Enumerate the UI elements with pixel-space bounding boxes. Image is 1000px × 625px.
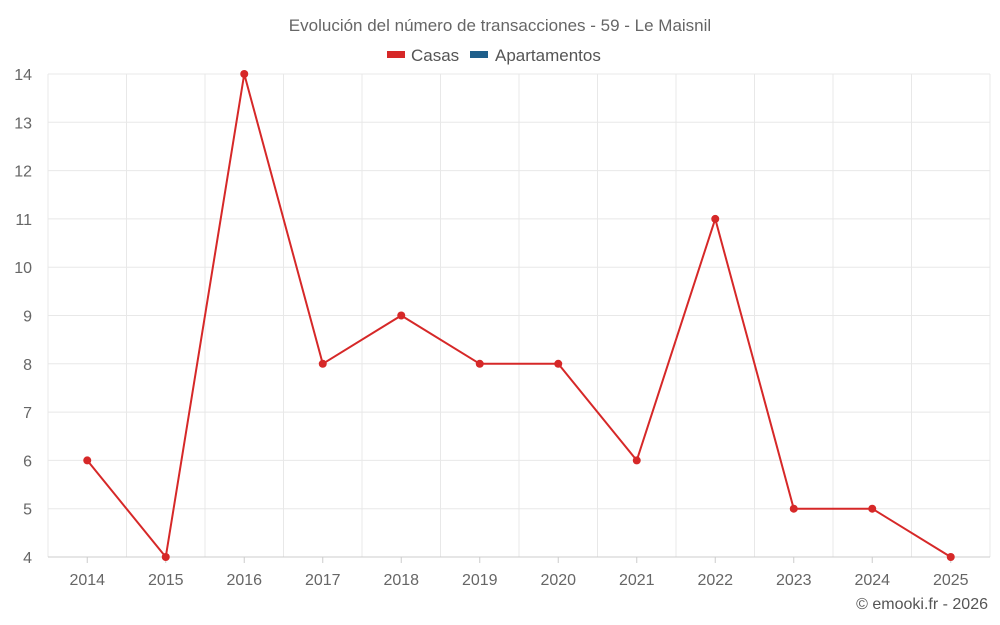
chart-title: Evolución del número de transacciones - … — [289, 16, 711, 35]
y-tick-label-10: 10 — [14, 260, 32, 277]
data-point-casas-2018[interactable] — [397, 311, 406, 320]
x-tick-label-2019: 2019 — [462, 572, 498, 589]
y-tick-label-11: 11 — [15, 212, 32, 229]
data-point-casas-2022[interactable] — [711, 214, 720, 223]
legend-item-casas[interactable]: Casas — [387, 46, 459, 65]
x-tick-label-2020: 2020 — [540, 572, 576, 589]
y-tick-label-8: 8 — [23, 357, 32, 374]
x-tick-label-2016: 2016 — [226, 572, 262, 589]
data-point-casas-2019[interactable] — [475, 359, 484, 368]
data-point-casas-2025[interactable] — [946, 553, 955, 561]
gridlines — [47, 73, 991, 557]
y-tick-label-6: 6 — [23, 453, 32, 470]
y-tick-label-9: 9 — [23, 309, 32, 326]
legend-label-apartamentos: Apartamentos — [495, 46, 601, 65]
y-tick-label-12: 12 — [14, 164, 32, 181]
x-tick-label-2023: 2023 — [776, 572, 812, 589]
legend-item-apartamentos[interactable]: Apartamentos — [470, 46, 601, 65]
y-axis: 4 5 6 7 8 9 10 11 12 13 14 — [14, 67, 32, 567]
legend: Casas Apartamentos — [387, 46, 601, 65]
data-point-casas-2020[interactable] — [554, 359, 563, 368]
x-axis: 2014 2015 2016 2017 2018 2019 2020 2021 2022 2023… — [48, 556, 990, 589]
y-tick-label-4: 4 — [23, 550, 32, 567]
data-point-casas-2016[interactable] — [240, 70, 249, 78]
y-tick-label-5: 5 — [23, 502, 32, 519]
legend-swatch-casas — [387, 51, 405, 58]
series-casas — [83, 70, 955, 561]
y-tick-label-7: 7 — [23, 405, 32, 422]
series-line-casas — [86, 73, 952, 558]
x-tick-label-2024: 2024 — [854, 572, 890, 589]
x-tick-label-2025: 2025 — [933, 572, 969, 589]
x-tick-label-2021: 2021 — [619, 572, 655, 589]
x-tick-label-2018: 2018 — [383, 572, 419, 589]
credit-text: © emooki.fr - 2026 — [856, 596, 988, 613]
x-tick-label-2014: 2014 — [69, 572, 105, 589]
y-tick-label-13: 13 — [14, 115, 32, 132]
data-point-casas-2017[interactable] — [318, 359, 327, 368]
data-point-casas-2024[interactable] — [868, 504, 877, 513]
legend-swatch-apartamentos — [470, 51, 488, 58]
data-point-casas-2021[interactable] — [632, 456, 641, 465]
data-point-casas-2015[interactable] — [161, 553, 170, 561]
y-tick-label-14: 14 — [14, 67, 32, 84]
x-tick-label-2017: 2017 — [305, 572, 341, 589]
x-tick-label-2015: 2015 — [148, 572, 184, 589]
x-tick-label-2022: 2022 — [697, 572, 733, 589]
data-point-casas-2023[interactable] — [789, 504, 798, 513]
legend-label-casas: Casas — [411, 46, 459, 65]
data-point-casas-2014[interactable] — [83, 456, 92, 465]
